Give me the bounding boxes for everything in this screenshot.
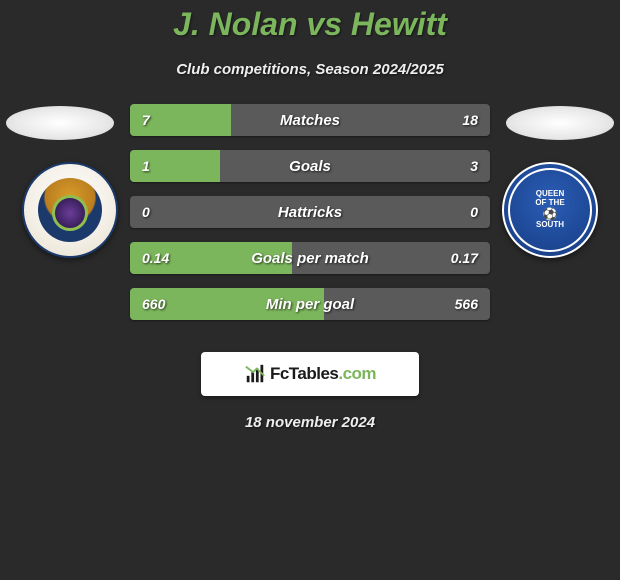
logo-text-a: Fc (270, 364, 289, 383)
stat-bar-row: Matches718 (130, 104, 490, 136)
player-left-oval (6, 106, 114, 140)
logo-text-c: .com (338, 364, 376, 383)
stat-bar-left-segment (130, 242, 292, 274)
stat-bar-row: Hattricks00 (130, 196, 490, 228)
stat-bar-row: Min per goal660566 (130, 288, 490, 320)
stat-bar-row: Goals13 (130, 150, 490, 182)
stat-bars: Matches718 Goals13 Hattricks00 Goals per ma… (130, 104, 490, 320)
badge-right-line3: SOUTH (536, 221, 564, 230)
stat-bar-left-segment (130, 150, 220, 182)
player-right-oval (506, 106, 614, 140)
club-badge-right: QUEEN OF THE ⚽ SOUTH (502, 162, 598, 258)
comparison-date: 18 november 2024 (0, 414, 620, 431)
stat-bar-right-segment (220, 150, 490, 182)
club-badge-right-text: QUEEN OF THE ⚽ SOUTH (508, 168, 592, 252)
stat-bar-left-segment (130, 288, 324, 320)
stat-bar-right-segment (324, 288, 490, 320)
stat-bar-row: Goals per match0.140.17 (130, 242, 490, 274)
chart-bar-icon (244, 363, 266, 385)
stat-bar-left-segment (130, 196, 490, 228)
club-badge-left-emblem (38, 178, 102, 242)
comparison-title: J. Nolan vs Hewitt (0, 0, 620, 43)
stat-bar-right-segment (231, 104, 490, 136)
comparison-content: QUEEN OF THE ⚽ SOUTH Matches718 Goals13 Ha… (0, 100, 620, 330)
badge-right-monogram: ⚽ (543, 208, 558, 221)
comparison-subtitle: Club competitions, Season 2024/2025 (0, 61, 620, 78)
logo-text-b: Tables (289, 364, 339, 383)
fctables-logo[interactable]: FcTables.com (201, 352, 419, 396)
club-badge-left (22, 162, 118, 258)
stat-bar-left-segment (130, 104, 231, 136)
fctables-logo-text: FcTables.com (270, 364, 376, 384)
stat-bar-right-segment (292, 242, 490, 274)
